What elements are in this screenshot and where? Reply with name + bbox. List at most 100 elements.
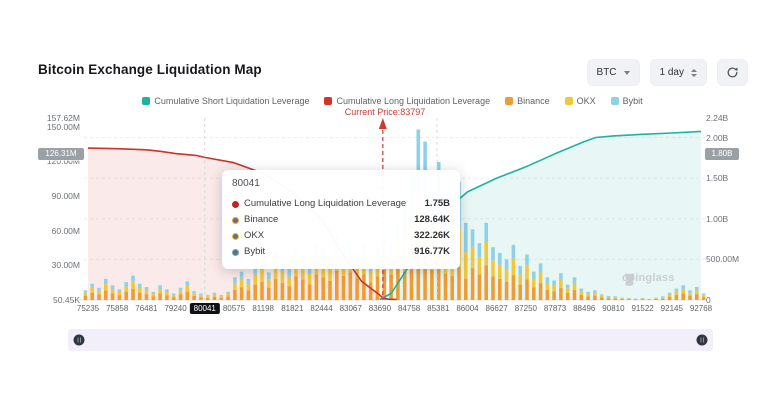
symbol-select[interactable]: BTC	[586, 59, 640, 86]
bar-segment	[90, 287, 94, 293]
bar-segment	[307, 265, 312, 274]
bar-segment	[593, 295, 597, 300]
page-title: Bitcoin Exchange Liquidation Map	[38, 62, 262, 77]
bar-segment	[212, 294, 217, 297]
tooltip-series-value: 1.75B	[424, 198, 450, 209]
bar-segment	[498, 252, 502, 265]
bar-segment	[674, 294, 679, 300]
bar-segment	[532, 271, 536, 279]
legend-item-okx[interactable]: OKX	[564, 96, 596, 106]
tooltip-series-value: 128.64K	[414, 214, 450, 225]
bar-segment	[253, 284, 257, 300]
bar-segment	[97, 290, 101, 295]
bar-segment	[491, 247, 495, 261]
bar-segment	[532, 287, 536, 300]
bar-segment	[620, 298, 624, 300]
datazoom-left-handle[interactable]	[73, 334, 85, 346]
bar-segment	[586, 293, 590, 297]
bar-segment	[233, 289, 237, 300]
bar-segment	[165, 289, 169, 292]
bar-segment	[579, 291, 584, 295]
bar-segment	[321, 277, 325, 300]
bar-segment	[192, 291, 196, 294]
bar-segment	[606, 298, 611, 300]
datazoom-slider-track[interactable]	[68, 329, 713, 351]
bar-segment	[498, 278, 502, 300]
bar-segment	[185, 285, 190, 292]
bar-segment	[124, 292, 128, 300]
legend-item-bybit[interactable]: Bybit	[610, 96, 643, 106]
x-axis-tick: 92768	[689, 304, 713, 313]
datazoom-right-handle[interactable]	[696, 334, 708, 346]
x-axis-tick: 75235	[76, 304, 100, 313]
series-marker-icon	[232, 200, 239, 208]
y-axis-left-tick: 120.00M	[46, 156, 80, 167]
coinglass-watermark-text: coinglass	[622, 272, 675, 284]
bar-segment	[606, 295, 611, 297]
bar-segment	[307, 273, 312, 285]
x-axis-tick: 91522	[631, 304, 654, 313]
bar-segment	[375, 276, 380, 300]
bar-segment	[409, 263, 414, 300]
bar-segment	[171, 295, 176, 297]
legend-item-binance[interactable]: Binance	[505, 96, 550, 106]
legend-item-cumulative-short-liquidation-leverage[interactable]: Cumulative Short Liquidation Leverage	[142, 96, 309, 106]
bar-segment	[246, 290, 251, 300]
legend-item-cumulative-long-liquidation-leverage[interactable]: Cumulative Long Liquidation Leverage	[324, 96, 490, 106]
bar-segment	[552, 285, 556, 292]
bar-segment	[436, 261, 441, 300]
bar-segment	[117, 292, 122, 296]
bar-segment	[538, 283, 543, 300]
bar-segment	[158, 289, 162, 294]
x-axis-tick: 88496	[573, 304, 596, 313]
bar-segment	[484, 265, 488, 300]
bar-segment	[110, 285, 115, 290]
bar-segment	[695, 290, 699, 295]
bar-segment	[335, 270, 339, 301]
bar-segment	[599, 295, 604, 298]
bar-segment	[654, 298, 658, 300]
bar-segment	[124, 282, 128, 287]
tooltip-row: Binance 128.64K	[232, 212, 450, 228]
bar-segment	[477, 257, 482, 275]
y-axis-right-tick: 2.24B	[706, 113, 729, 123]
legend-label: Cumulative Short Liquidation Leverage	[154, 96, 310, 106]
bar-segment	[226, 296, 230, 300]
bar-segment	[246, 284, 251, 291]
bar-segment	[593, 292, 597, 296]
current-price-label: Current Price:83797	[344, 107, 426, 117]
bar-segment	[565, 284, 570, 289]
bar-segment	[158, 293, 162, 300]
bar-segment	[83, 290, 88, 293]
bar-segment	[321, 262, 325, 278]
tooltip-series-label: Bybit	[244, 246, 266, 257]
bar-segment	[341, 275, 346, 300]
x-axis-tick: 81198	[252, 304, 274, 313]
bar-segment	[273, 264, 278, 279]
refresh-button[interactable]	[717, 59, 748, 86]
bar-segment	[328, 268, 332, 281]
bar-segment	[137, 287, 142, 293]
tooltip-series-value: 916.77K	[414, 246, 450, 257]
bar-segment	[579, 294, 584, 300]
bar-segment	[368, 270, 373, 283]
bar-segment	[165, 292, 169, 296]
bar-segment	[681, 285, 685, 290]
interval-select[interactable]: 1 day	[649, 59, 707, 86]
bar-segment	[450, 276, 454, 300]
bar-segment	[491, 276, 495, 300]
bar-segment	[280, 282, 285, 300]
bar-segment	[131, 275, 135, 282]
bar-segment	[532, 278, 536, 288]
tooltip-series-label: Binance	[244, 214, 279, 225]
bar-segment	[654, 298, 658, 299]
bar-segment	[131, 281, 135, 289]
interval-select-value: 1 day	[659, 67, 684, 78]
bar-segment	[464, 222, 468, 253]
y-axis-left-tick: 90.00M	[51, 191, 80, 202]
bar-segment	[219, 295, 224, 297]
bar-segment	[104, 278, 108, 285]
bar-segment	[640, 298, 645, 299]
bar-segment	[199, 297, 203, 300]
